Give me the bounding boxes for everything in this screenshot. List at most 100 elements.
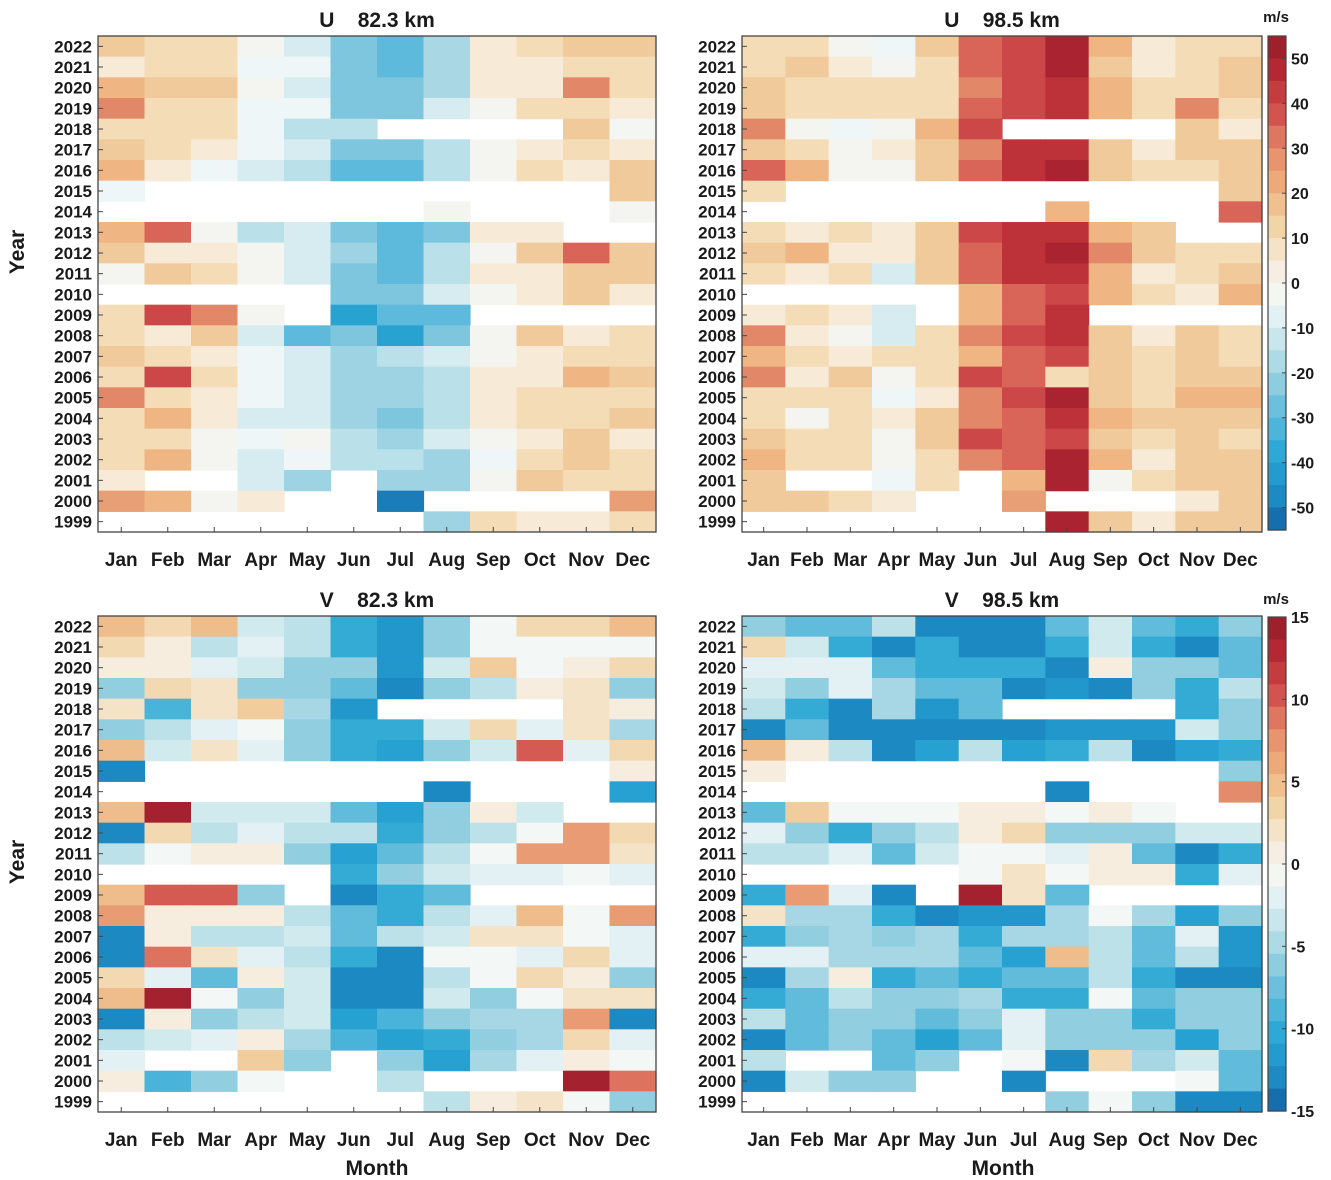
- y-tick-label: 2014: [54, 203, 92, 222]
- heatmap-cell: [330, 678, 378, 700]
- heatmap-cell: [828, 118, 873, 140]
- heatmap-cell: [1002, 36, 1046, 58]
- heatmap-cell: [742, 719, 786, 741]
- heatmap-cell: [98, 325, 146, 347]
- heatmap-cell: [144, 843, 192, 865]
- heatmap-cell: [958, 428, 1003, 450]
- heatmap-cell: [1088, 160, 1133, 182]
- heatmap-cell: [377, 263, 425, 285]
- heatmap-cell: [470, 36, 518, 58]
- heatmap-cell: [1088, 1029, 1133, 1051]
- heatmap-cell: [330, 346, 378, 368]
- heatmap-cell: [1045, 843, 1090, 865]
- heatmap-cell: [742, 98, 786, 120]
- y-tick-label: 2019: [698, 99, 736, 118]
- heatmap-cell: [470, 263, 518, 285]
- y-tick-label: 2003: [54, 1010, 92, 1029]
- heatmap-cell: [872, 304, 916, 326]
- heatmap-cell: [377, 222, 425, 244]
- heatmap-cell: [330, 366, 378, 388]
- heatmap-cell: [563, 428, 611, 450]
- colorbar-swatch: [1268, 283, 1286, 307]
- heatmap-cell: [423, 242, 471, 264]
- heatmap-cell: [1218, 967, 1263, 989]
- heatmap-cell: [1132, 719, 1176, 741]
- heatmap-cell: [470, 222, 518, 244]
- heatmap-cell: [609, 678, 657, 700]
- heatmap-cell: [742, 884, 786, 906]
- heatmap-cell: [609, 118, 657, 140]
- heatmap-cell: [516, 864, 564, 886]
- x-tick-label: Mar: [833, 550, 867, 571]
- x-tick-label: Oct: [524, 1130, 556, 1151]
- heatmap-cell: [1088, 719, 1133, 741]
- colorbar-swatch: [1268, 774, 1286, 798]
- heatmap-cell: [1002, 946, 1046, 968]
- heatmap-cell: [915, 139, 960, 161]
- heatmap-cell: [563, 242, 611, 264]
- y-tick-label: 2017: [698, 141, 736, 160]
- y-tick-label: 2017: [698, 721, 736, 740]
- heatmap-cell: [1175, 616, 1220, 638]
- heatmap-cell: [872, 428, 916, 450]
- heatmap-cell: [785, 1008, 830, 1030]
- heatmap-cell: [785, 222, 830, 244]
- x-tick-label: Jul: [387, 550, 414, 571]
- heatmap-cell: [330, 636, 378, 658]
- y-tick-label: 2001: [54, 471, 92, 490]
- y-tick-label: 2007: [54, 927, 92, 946]
- x-tick-label: Nov: [568, 550, 604, 571]
- heatmap-cell: [958, 657, 1003, 679]
- heatmap-cell: [1088, 843, 1133, 865]
- heatmap-cell: [284, 1008, 332, 1030]
- heatmap-cell: [377, 864, 425, 886]
- y-tick-label: 2020: [54, 79, 92, 98]
- y-tick-label: 2004: [54, 409, 92, 428]
- y-tick-label: 2018: [54, 700, 92, 719]
- heatmap-cell: [1045, 1008, 1090, 1030]
- heatmap-cell: [284, 387, 332, 409]
- heatmap-cell: [828, 843, 873, 865]
- y-tick-label: 2008: [54, 327, 92, 346]
- heatmap-cell: [785, 366, 830, 388]
- heatmap-cell: [1002, 449, 1046, 471]
- heatmap-cell: [516, 325, 564, 347]
- heatmap-cell: [915, 988, 960, 1010]
- y-tick-label: 2003: [54, 430, 92, 449]
- colorbar-tick-label: -10: [1291, 1022, 1314, 1039]
- heatmap-cell: [1175, 946, 1220, 968]
- heatmap-cell: [609, 698, 657, 720]
- heatmap-cell: [377, 1008, 425, 1030]
- heatmap-cell: [1002, 139, 1046, 161]
- heatmap-cell: [330, 988, 378, 1010]
- heatmap-cell: [98, 490, 146, 512]
- heatmap-cell: [958, 967, 1003, 989]
- heatmap-cell: [516, 822, 564, 844]
- heatmap-cell: [377, 160, 425, 182]
- heatmap-cell: [1088, 325, 1133, 347]
- heatmap-cell: [1175, 470, 1220, 492]
- x-tick-label: Jul: [1010, 550, 1037, 571]
- heatmap-cell: [377, 139, 425, 161]
- x-tick-label: Feb: [790, 1130, 824, 1151]
- heatmap-cell: [742, 77, 786, 99]
- heatmap-cell: [144, 719, 192, 741]
- heatmap-cell: [1045, 1091, 1090, 1113]
- heatmap-cell: [237, 490, 285, 512]
- heatmap-cell: [1088, 967, 1133, 989]
- heatmap-cell: [1002, 884, 1046, 906]
- heatmap-cell: [609, 263, 657, 285]
- heatmap-cell: [1132, 77, 1176, 99]
- heatmap-cell: [1218, 843, 1263, 865]
- heatmap-cell: [191, 616, 239, 638]
- heatmap-cell: [609, 201, 657, 223]
- heatmap-cell: [98, 905, 146, 927]
- y-tick-label: 2006: [54, 368, 92, 387]
- heatmap-cell: [609, 988, 657, 1010]
- heatmap-cell: [516, 98, 564, 120]
- plot-frame: [741, 35, 1263, 533]
- heatmap-cell: [470, 346, 518, 368]
- heatmap-cell: [423, 884, 471, 906]
- heatmap-cell: [423, 222, 471, 244]
- heatmap-cell: [191, 657, 239, 679]
